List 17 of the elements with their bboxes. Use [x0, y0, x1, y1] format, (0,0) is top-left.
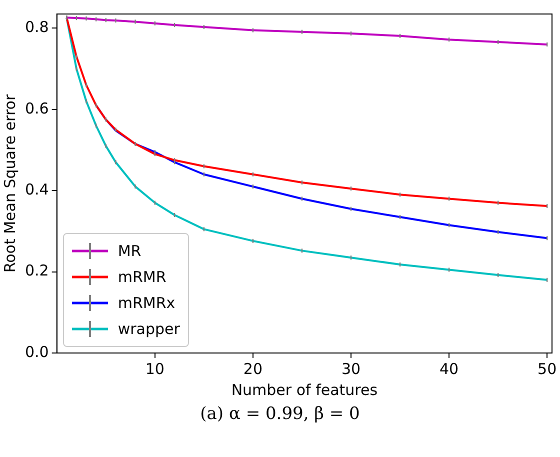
- y-tick-label: 0.4: [24, 180, 49, 198]
- x-axis-title: Number of features: [231, 380, 378, 399]
- x-tick-label: 10: [145, 360, 164, 378]
- x-tick-label: 40: [440, 360, 459, 378]
- y-axis-title: Root Mean Square error: [0, 94, 19, 273]
- legend-label: MR: [118, 242, 142, 260]
- y-tick-label: 0.6: [24, 99, 49, 118]
- x-tick-label: 50: [538, 360, 557, 378]
- text: (a) α = 0.99, β = 0: [199, 404, 361, 424]
- legend-label: mRMRx: [118, 294, 176, 312]
- x-tick-label: 20: [243, 360, 262, 378]
- y-tick-label: 0.2: [24, 262, 49, 280]
- y-tick-label: 0.8: [24, 18, 49, 36]
- x-tick-label: 30: [341, 360, 361, 378]
- legend-label: mRMR: [118, 268, 166, 286]
- y-tick-label: 0.0: [24, 342, 49, 361]
- legend-label: wrapper: [118, 320, 180, 338]
